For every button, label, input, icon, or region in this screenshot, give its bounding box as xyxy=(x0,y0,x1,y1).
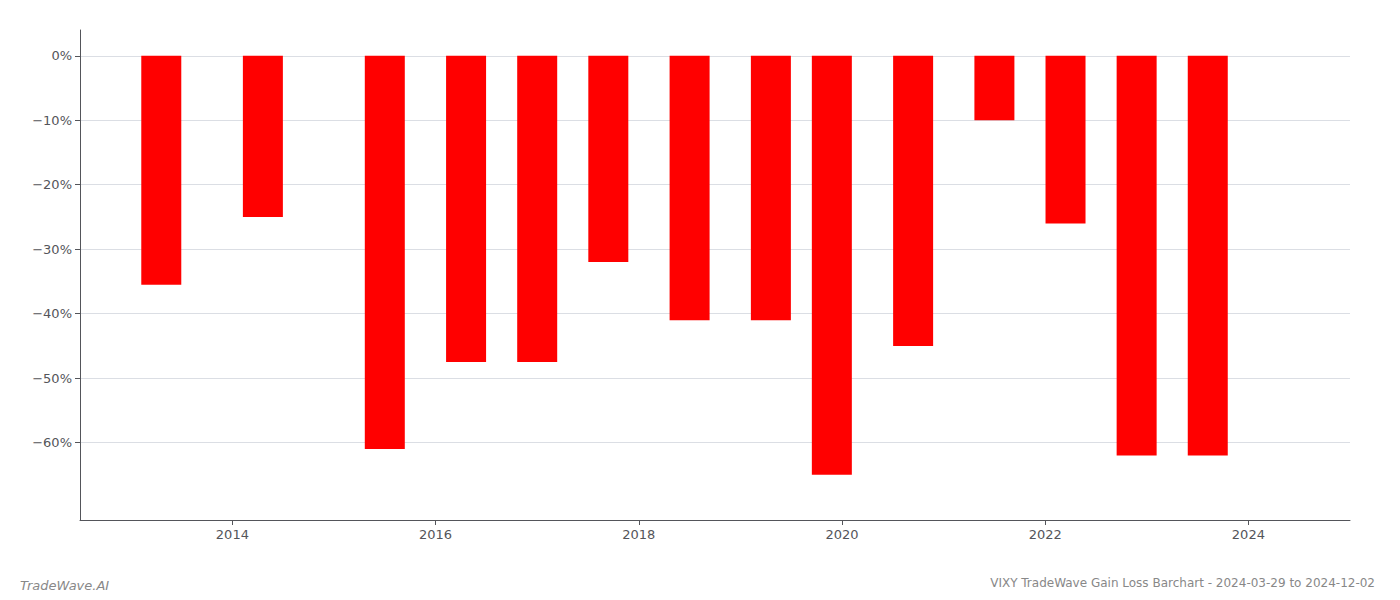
svg-text:−50%: −50% xyxy=(32,371,72,386)
svg-text:−20%: −20% xyxy=(32,177,72,192)
svg-text:−30%: −30% xyxy=(32,242,72,257)
svg-text:2022: 2022 xyxy=(1029,527,1062,542)
svg-text:0%: 0% xyxy=(51,48,72,63)
svg-text:2014: 2014 xyxy=(216,527,249,542)
svg-text:TradeWave.AI: TradeWave.AI xyxy=(20,578,109,593)
svg-text:2024: 2024 xyxy=(1232,527,1265,542)
svg-text:2018: 2018 xyxy=(622,527,655,542)
svg-text:2016: 2016 xyxy=(419,527,452,542)
svg-text:2020: 2020 xyxy=(825,527,858,542)
svg-text:−60%: −60% xyxy=(32,435,72,450)
svg-text:−40%: −40% xyxy=(32,306,72,321)
svg-text:VIXY TradeWave Gain Loss Barch: VIXY TradeWave Gain Loss Barchart - 2024… xyxy=(990,576,1375,590)
svg-text:−10%: −10% xyxy=(32,113,72,128)
